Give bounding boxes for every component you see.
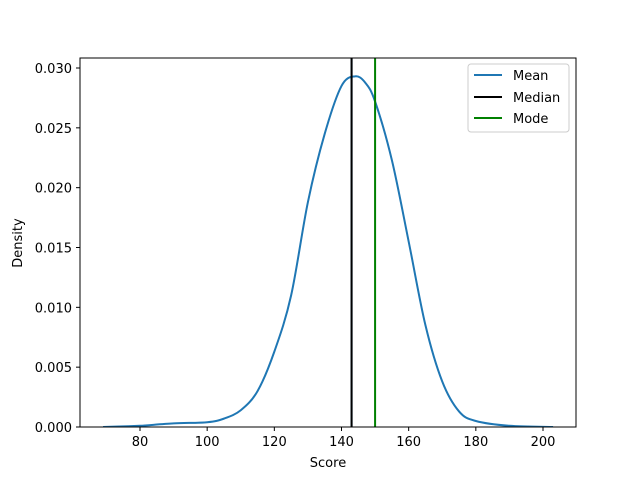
y-tick-label: 0.025 [35,122,72,137]
y-tick-label: 0.015 [35,242,72,257]
y-tick-label: 0.020 [35,182,72,197]
legend-item-mean: Mean [474,69,548,84]
x-axis: 80 100 120 140 160 180 200 [132,427,556,450]
y-tick-label: 0.000 [35,421,72,436]
y-tick-label: 0.030 [35,62,72,77]
kde-curve [103,75,554,427]
y-axis: 0.000 0.005 0.010 0.015 0.020 0.025 0.030 [35,62,80,436]
plot-area [79,57,577,428]
legend-item-mode: Mode [474,112,548,127]
legend: Mean Median Mode [467,63,570,133]
y-tick-label: 0.005 [35,361,72,376]
x-tick-label: 80 [132,435,149,450]
legend-label-mode: Mode [513,112,548,127]
x-axis-label: Score [310,456,346,471]
x-tick-label: 180 [463,435,488,450]
x-tick-label: 120 [262,435,287,450]
legend-box [467,63,570,133]
x-tick-label: 160 [396,435,421,450]
plot-frame [79,57,577,428]
x-tick-label: 200 [531,435,556,450]
x-tick-label: 140 [329,435,354,450]
legend-label-median: Median [513,91,560,106]
y-tick-label: 0.010 [35,301,72,316]
x-tick-label: 100 [195,435,220,450]
y-axis-label: Density [11,218,26,268]
legend-label-mean: Mean [513,69,548,84]
legend-item-median: Median [474,91,560,106]
